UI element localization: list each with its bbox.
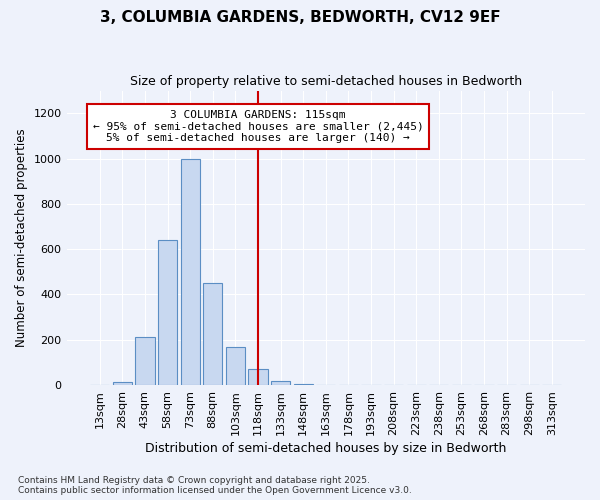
Bar [136,338,155,385]
Text: Contains HM Land Registry data © Crown copyright and database right 2025.
Contai: Contains HM Land Registry data © Crown c… [18,476,412,495]
Y-axis label: Number of semi-detached properties: Number of semi-detached properties [15,128,28,347]
Bar [293,384,313,385]
Bar [181,158,200,385]
Title: Size of property relative to semi-detached houses in Bedworth: Size of property relative to semi-detach… [130,75,522,88]
Bar [248,369,268,385]
Bar [271,380,290,385]
Bar [203,283,223,385]
Bar [226,346,245,385]
Text: 3 COLUMBIA GARDENS: 115sqm
← 95% of semi-detached houses are smaller (2,445)
5% : 3 COLUMBIA GARDENS: 115sqm ← 95% of semi… [92,110,424,143]
Bar [158,240,177,385]
Text: 3, COLUMBIA GARDENS, BEDWORTH, CV12 9EF: 3, COLUMBIA GARDENS, BEDWORTH, CV12 9EF [100,10,500,25]
Bar [113,382,132,385]
X-axis label: Distribution of semi-detached houses by size in Bedworth: Distribution of semi-detached houses by … [145,442,506,455]
